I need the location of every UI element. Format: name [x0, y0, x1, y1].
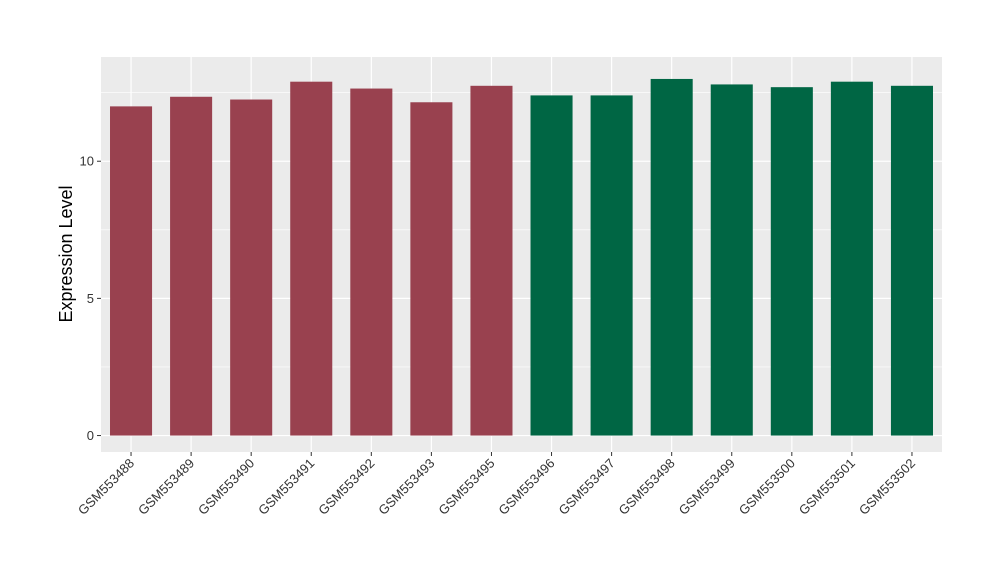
bar-gsm553496: [530, 95, 573, 436]
bar-gsm553493: [410, 102, 453, 436]
bar-gsm553501: [830, 81, 873, 436]
x-tick-label: GSM553493: [375, 456, 437, 518]
x-tick-label: GSM553496: [495, 456, 557, 518]
x-tick-label: GSM553501: [796, 456, 858, 518]
x-tick-label: GSM553499: [676, 456, 738, 518]
y-axis-ticks: 0 5 10: [80, 154, 101, 443]
y-tick-label: 5: [87, 291, 94, 306]
x-tick-label: GSM553491: [255, 456, 317, 518]
x-tick-label: GSM553489: [135, 456, 197, 518]
x-tick-label: GSM553490: [195, 456, 257, 518]
x-axis-ticks: GSM553488GSM553489GSM553490GSM553491GSM5…: [75, 452, 918, 518]
bar-gsm553498: [650, 78, 693, 436]
bar-gsm553488: [110, 106, 153, 436]
bar-gsm553490: [230, 99, 273, 436]
y-axis-title: Expression Level: [56, 185, 76, 322]
bar-gsm553497: [590, 95, 633, 436]
y-tick-label: 10: [80, 154, 94, 169]
bar-gsm553500: [770, 87, 813, 436]
x-tick-label: GSM553502: [856, 456, 918, 518]
x-tick-label: GSM553495: [435, 456, 497, 518]
x-tick-label: GSM553498: [616, 456, 678, 518]
bar-gsm553491: [290, 81, 333, 436]
x-tick-label: GSM553488: [75, 456, 137, 518]
bars: [110, 78, 933, 436]
bar-gsm553495: [470, 85, 513, 436]
bar-gsm553489: [170, 96, 213, 436]
bar-gsm553499: [710, 84, 753, 436]
plot-panel: [101, 57, 942, 452]
x-tick-label: GSM553497: [556, 456, 618, 518]
bar-gsm553492: [350, 88, 393, 436]
x-tick-label: GSM553492: [315, 456, 377, 518]
y-tick-label: 0: [87, 428, 94, 443]
bar-gsm553502: [890, 85, 933, 436]
x-tick-label: GSM553500: [736, 456, 798, 518]
